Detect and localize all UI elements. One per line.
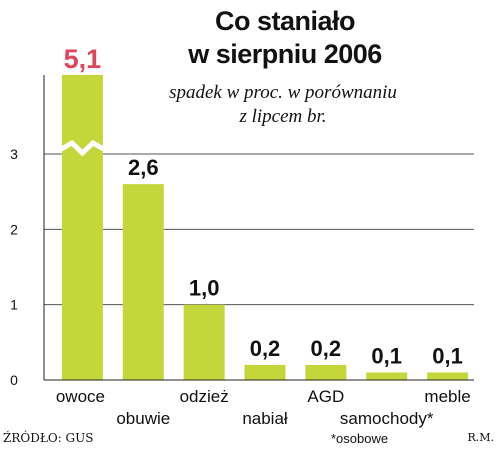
bar-AGD: [305, 364, 347, 380]
category-label-owoce: owoce: [56, 387, 105, 406]
chart-title-line-2: w sierpniu 2006: [188, 39, 382, 69]
value-label-AGD: 0,2: [311, 336, 342, 361]
source-note: ŹRÓDŁO: GUS: [3, 431, 94, 445]
y-tick-label-0: 0: [10, 372, 18, 388]
category-label-meble: meble: [424, 387, 470, 406]
author-initials: R.M.: [467, 431, 494, 444]
category-label-obuwie: obuwie: [116, 409, 170, 428]
value-label-samochody*: 0,1: [371, 343, 402, 368]
value-label-owoce: 5,1: [64, 44, 102, 74]
axis-break-mark: [56, 139, 109, 157]
bar-odzież: [183, 304, 225, 380]
category-label-AGD: AGD: [307, 387, 344, 406]
y-tick-label-2: 2: [10, 221, 18, 237]
category-label-odzież: odzież: [180, 387, 229, 406]
bar-samochody*: [366, 372, 408, 380]
bar-obuwie: [122, 184, 164, 380]
footnote: *osobowe: [331, 431, 389, 446]
bar-owoce: [61, 75, 103, 380]
bar-meble: [427, 372, 469, 380]
value-label-nabiał: 0,2: [250, 336, 281, 361]
chart-subtitle-line-2: z lipcem br.: [239, 106, 327, 127]
chart-subtitle-line-1: spadek w proc. w porównaniu: [169, 82, 397, 103]
y-tick-label-1: 1: [10, 297, 18, 313]
bar-nabiał: [244, 364, 286, 380]
value-label-meble: 0,1: [432, 343, 463, 368]
category-label-samochody*: samochody*: [340, 409, 434, 428]
value-label-odzież: 1,0: [189, 276, 220, 301]
value-label-obuwie: 2,6: [128, 155, 159, 180]
category-label-nabiał: nabiał: [242, 409, 288, 428]
y-tick-label-3: 3: [10, 146, 18, 162]
chart-title-line-1: Co staniało: [214, 6, 356, 36]
